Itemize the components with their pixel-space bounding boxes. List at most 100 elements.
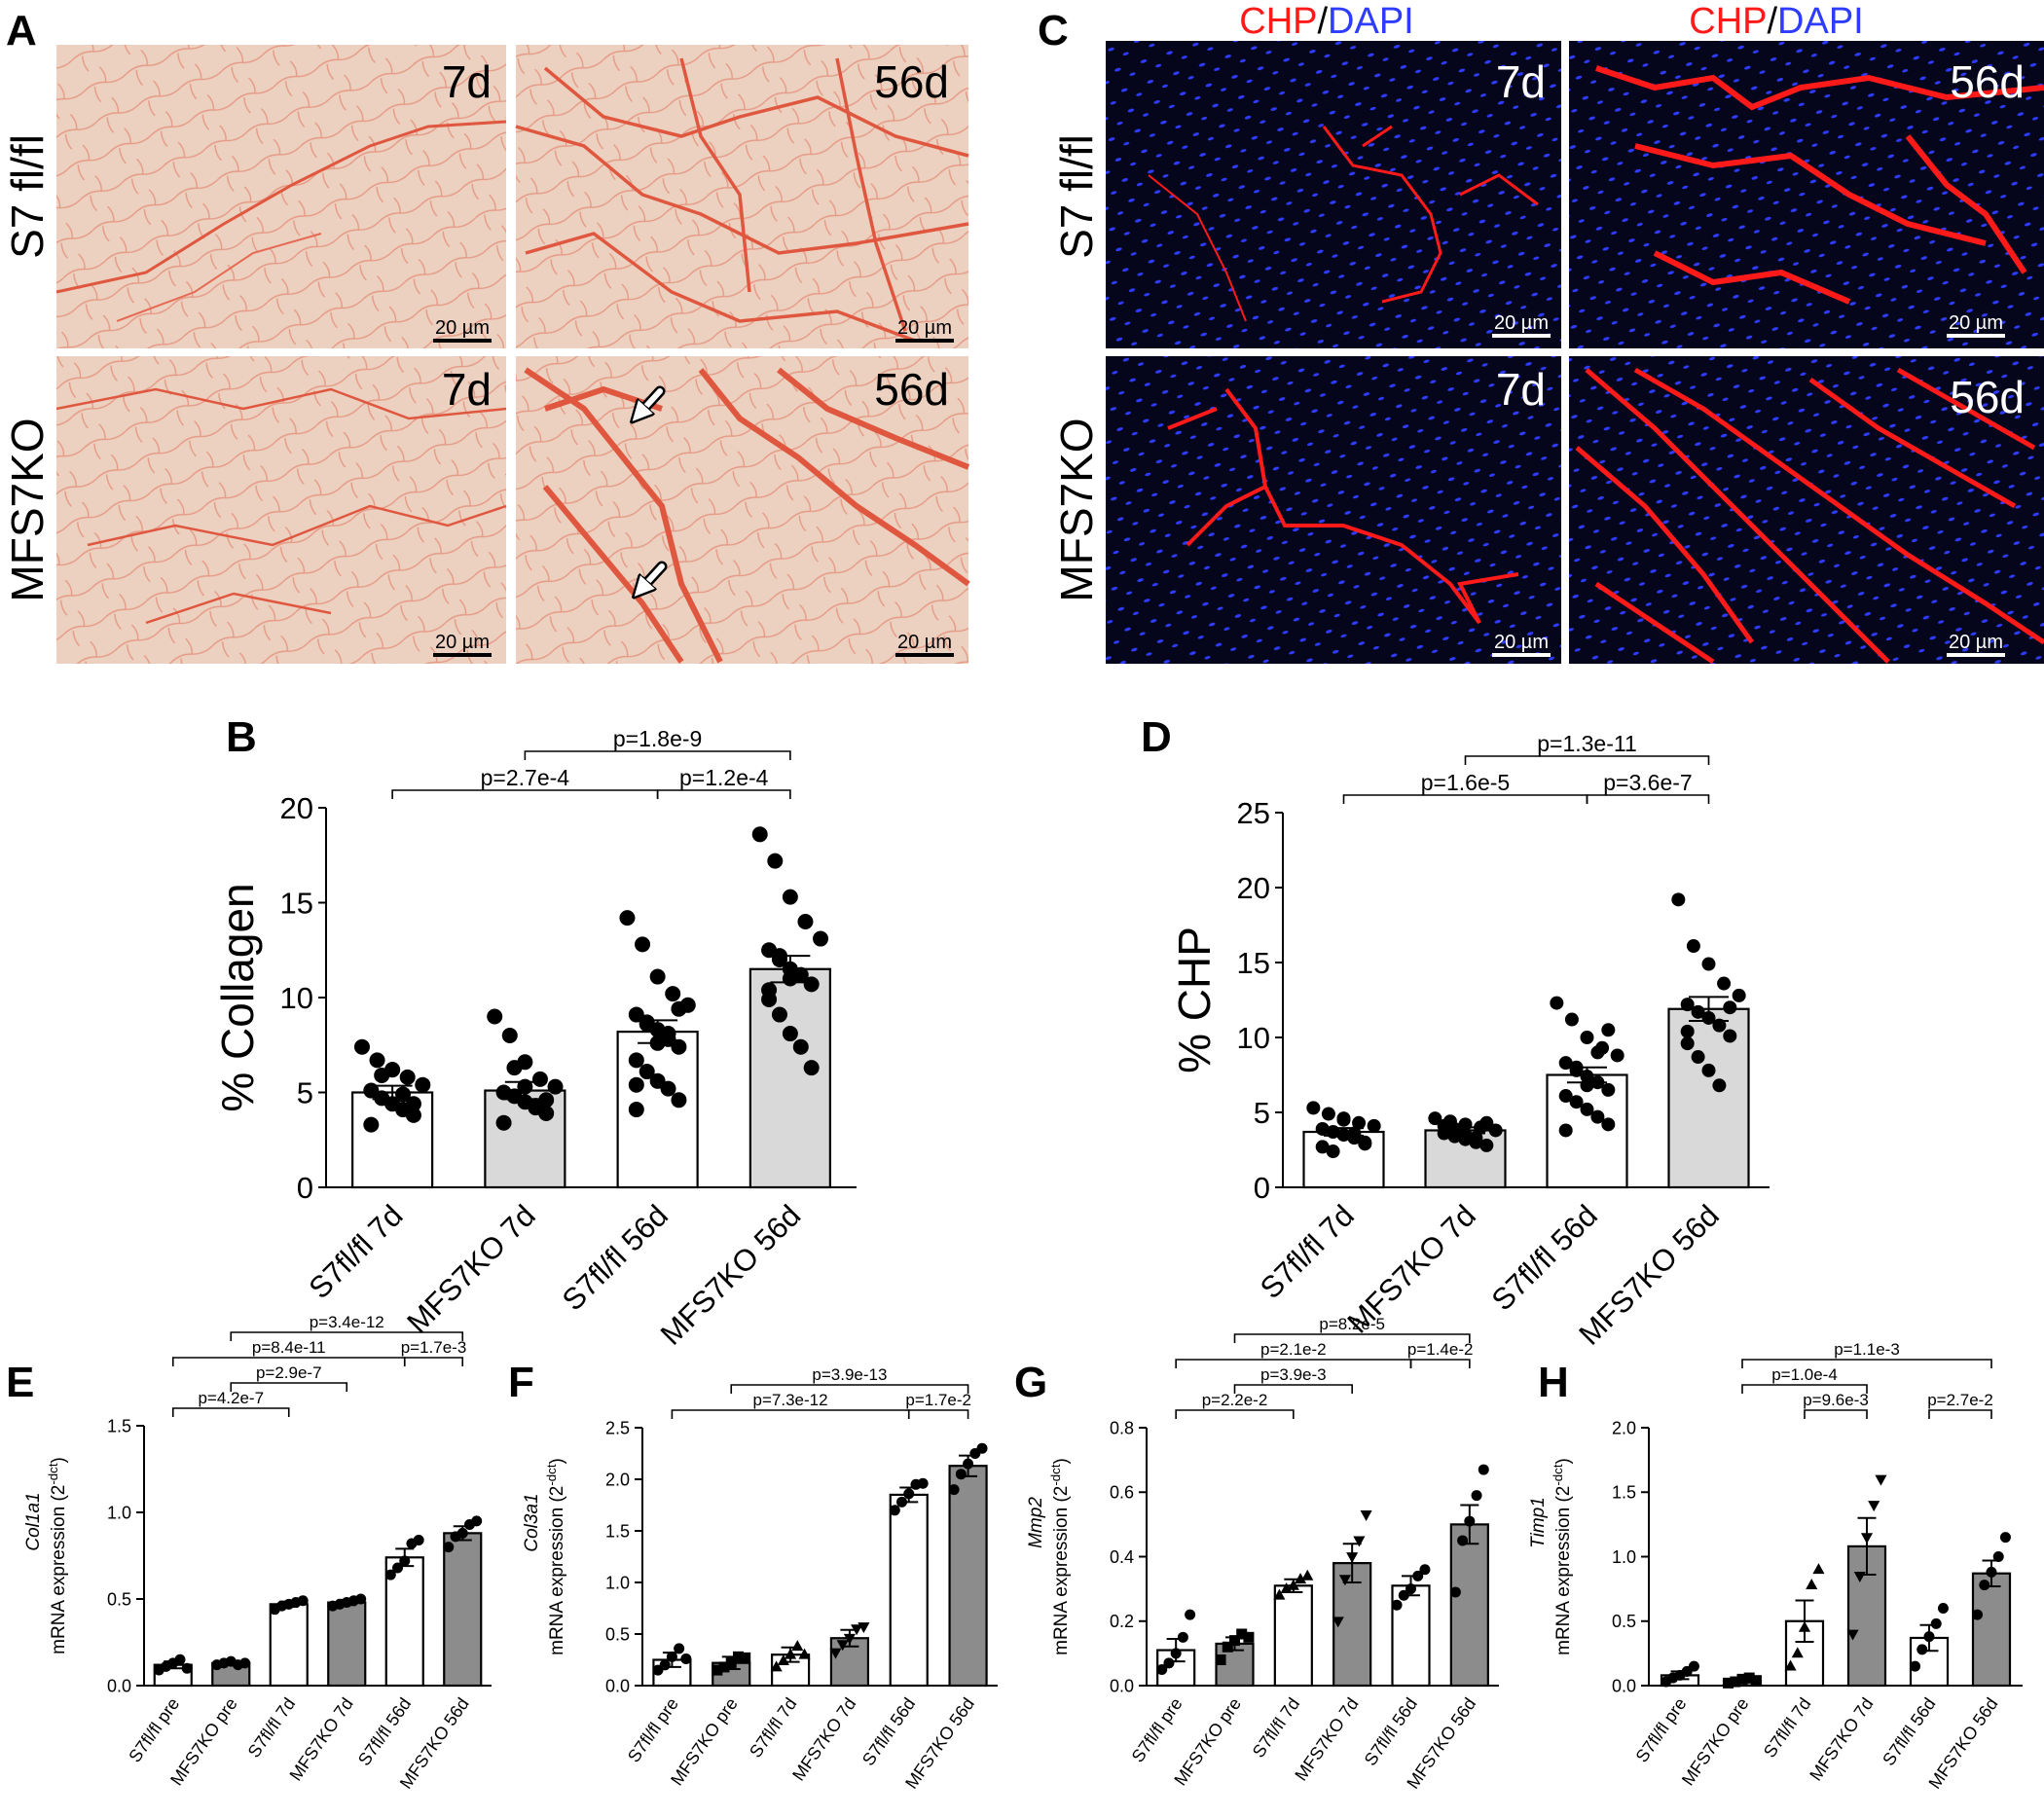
data-point xyxy=(1590,1045,1605,1060)
bar xyxy=(948,1465,988,1688)
y-tick-label: 0 xyxy=(1254,1171,1270,1205)
data-point xyxy=(660,1026,676,1042)
y-tick-label: 15 xyxy=(1237,946,1270,980)
data-point xyxy=(1791,1647,1804,1658)
bar xyxy=(889,1493,929,1688)
data-point xyxy=(1315,1121,1330,1136)
stain-separator: / xyxy=(1767,1,1777,42)
chp-signal xyxy=(1167,387,1519,625)
y-axis-label-superscript: -dct xyxy=(46,1463,60,1484)
p-value-label: p=2.9e-7 xyxy=(256,1363,322,1382)
data-point xyxy=(174,1653,186,1665)
y-axis-label: mRNA expression (2-dct) xyxy=(1551,1458,1575,1655)
stain-dapi: DAPI xyxy=(1777,1,1864,42)
data-point xyxy=(1580,1031,1594,1044)
timepoint-label: 56d xyxy=(874,56,949,107)
category-label: S7fl/fl 56d xyxy=(354,1694,415,1769)
significance-bracket xyxy=(1175,1359,1412,1368)
significance-bracket xyxy=(1741,1384,1868,1394)
data-point xyxy=(1558,1089,1573,1104)
data-point xyxy=(487,1008,503,1025)
significance-bracket xyxy=(391,789,659,799)
category-label: S7fl/fl 56d xyxy=(1485,1198,1604,1317)
scale-bar-label: 20 µm xyxy=(897,632,952,653)
data-point xyxy=(1610,1048,1624,1063)
y-axis-label: % CHP xyxy=(1169,927,1220,1073)
data-point xyxy=(399,1069,416,1085)
significance-bracket xyxy=(1233,1384,1353,1394)
category-label: S7fl/fl 7d xyxy=(1760,1694,1815,1762)
p-value-label: p=2.7e-2 xyxy=(1927,1391,1993,1409)
data-point xyxy=(471,1515,483,1527)
data-point xyxy=(1688,1660,1699,1672)
category-label: S7fl/fl pre xyxy=(125,1694,183,1766)
data-point xyxy=(1280,1582,1293,1594)
y-tick-label: 10 xyxy=(1237,1021,1270,1055)
data-point xyxy=(1972,1609,1984,1620)
data-point xyxy=(1930,1617,1942,1629)
y-tick-label: 1.5 xyxy=(605,1521,630,1541)
y-tick-label: 10 xyxy=(280,981,313,1015)
data-point xyxy=(1680,998,1695,1012)
data-point xyxy=(384,1062,401,1078)
significance-bracket xyxy=(1409,1359,1471,1368)
data-point xyxy=(1185,1609,1196,1620)
panel-letter-a: A xyxy=(6,7,37,55)
stain-chp: CHP xyxy=(1689,1,1767,42)
data-point xyxy=(1750,1675,1762,1687)
y-tick-label: 2.0 xyxy=(605,1470,630,1489)
stain-chp: CHP xyxy=(1239,1,1317,42)
significance-bracket xyxy=(1928,1409,1992,1419)
data-point xyxy=(1868,1501,1880,1512)
y-axis-label: % Collagen xyxy=(212,883,263,1111)
data-point xyxy=(635,936,651,953)
category-label: S7fl/fl 7d xyxy=(244,1694,300,1762)
data-point xyxy=(1916,1644,1928,1655)
row-label-mfs7ko: MFS7KO xyxy=(2,418,53,601)
y-tick-label: 0.0 xyxy=(605,1676,630,1695)
y-tick-label: 0.5 xyxy=(605,1624,630,1644)
data-point xyxy=(363,1116,380,1133)
y-tick-label: 1.5 xyxy=(107,1416,131,1435)
y-tick-label: 2.0 xyxy=(1612,1418,1636,1437)
micrograph-s7-7d xyxy=(56,45,506,348)
data-point xyxy=(1479,1115,1494,1130)
data-point xyxy=(1686,939,1700,954)
y-axis-label-superscript: -dct xyxy=(1048,1464,1063,1485)
data-point xyxy=(1875,1474,1887,1486)
row-label-mfs7ko: MFS7KO xyxy=(1051,418,1102,601)
scale-bar: 20 µm 20 µm 20 µm 20 µm xyxy=(433,317,954,657)
y-tick-label: 5 xyxy=(1254,1096,1270,1130)
data-point xyxy=(1358,1137,1372,1151)
data-point xyxy=(495,1114,512,1131)
micrograph-mfs7ko-7d xyxy=(56,356,506,664)
y-axis-label-text: mRNA expression (2 xyxy=(49,1485,69,1654)
y-tick-label: 0.2 xyxy=(1110,1612,1134,1631)
scale-bar-label: 20 µm xyxy=(435,317,490,339)
data-point xyxy=(782,1026,798,1042)
data-point xyxy=(1479,1138,1494,1152)
data-point xyxy=(506,1060,523,1076)
stain-title: CHP/DAPI xyxy=(1689,1,1864,42)
data-point xyxy=(671,1038,687,1055)
chp-signal xyxy=(1595,65,2044,305)
p-value-label: p=8.4e-11 xyxy=(252,1338,326,1357)
scale-bar-label: 20 µm xyxy=(435,632,490,653)
data-point xyxy=(671,1092,687,1108)
data-point xyxy=(239,1657,251,1669)
p-value-label: p=2.7e-4 xyxy=(481,765,570,790)
data-point xyxy=(1806,1579,1818,1590)
data-point xyxy=(405,1107,421,1123)
data-point xyxy=(639,1064,655,1080)
data-point xyxy=(1712,1078,1727,1093)
p-value-label: p=1.8e-9 xyxy=(613,726,702,751)
data-point xyxy=(1732,988,1746,1002)
data-point xyxy=(1447,1121,1462,1136)
data-point xyxy=(1680,1024,1695,1038)
p-value-label: p=2.2e-2 xyxy=(1202,1391,1268,1409)
data-point xyxy=(1177,1631,1188,1643)
y-tick-label: 0.5 xyxy=(107,1589,131,1609)
row-label-s7flfl: S7 fl/fl xyxy=(2,134,53,259)
bar xyxy=(748,967,831,1189)
